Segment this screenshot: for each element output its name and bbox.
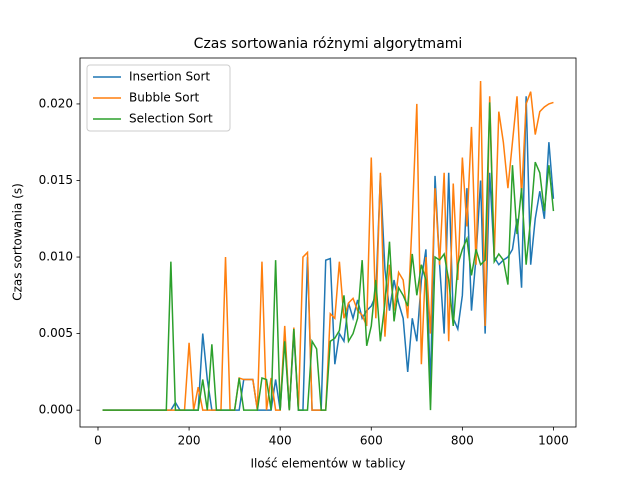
legend-label: Insertion Sort: [129, 70, 210, 84]
series-line: [102, 102, 555, 411]
y-tick-label: 0.020: [39, 96, 73, 110]
x-axis-label: Ilość elementów w tablicy: [250, 457, 405, 471]
y-tick-label: 0.010: [39, 250, 73, 264]
x-tick-label: 800: [451, 434, 474, 448]
x-tick-label: 600: [360, 434, 383, 448]
x-tick-label: 200: [178, 434, 201, 448]
chart-title: Czas sortowania różnymi algorytmami: [194, 36, 463, 52]
y-axis-label: Czas sortowania (s): [11, 183, 25, 301]
x-tick-label: 1000: [538, 434, 569, 448]
x-tick-label: 400: [269, 434, 292, 448]
legend-label: Selection Sort: [129, 112, 213, 126]
axes-frame: [79, 57, 577, 428]
x-tick-label: 0: [94, 434, 102, 448]
series-line: [102, 96, 555, 411]
legend: Insertion Sort Bubble Sort Selection Sort: [86, 64, 231, 132]
legend-box: [86, 64, 231, 132]
y-tick-label: 0.005: [39, 326, 73, 340]
y-tick-label: 0.000: [39, 403, 73, 417]
y-tick-label: 0.015: [39, 173, 73, 187]
legend-label: Bubble Sort: [129, 91, 199, 105]
